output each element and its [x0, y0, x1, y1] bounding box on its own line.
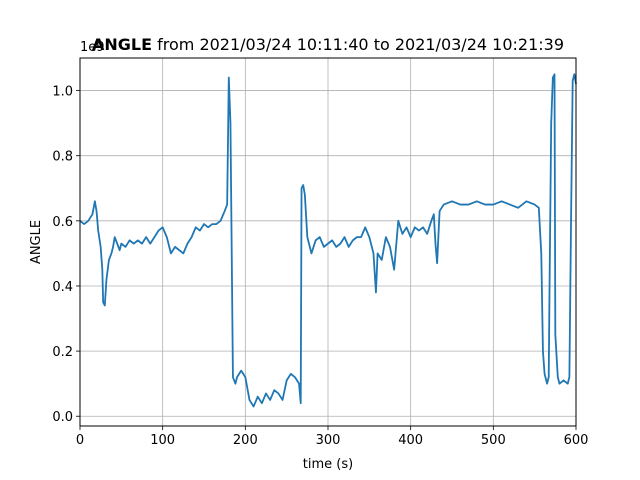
- chart-title-bold: ANGLE: [92, 35, 152, 54]
- grid: [79, 58, 577, 426]
- y-tick-label-3: 0.6: [52, 215, 73, 230]
- x-tick-label-1: 100: [150, 433, 175, 448]
- x-tick-label-5: 500: [481, 433, 506, 448]
- y-tick-label-5: 1.0: [52, 85, 73, 100]
- x-axis-label: time (s): [303, 457, 353, 472]
- x-tick-label-3: 300: [316, 433, 341, 448]
- y-tick-label-4: 0.8: [52, 150, 73, 165]
- chart-title-rest: from 2021/03/24 10:11:40 to 2021/03/24 1…: [152, 35, 564, 54]
- x-tick-label-0: 0: [76, 433, 84, 448]
- y-tick-label-2: 0.4: [52, 280, 73, 295]
- plot-data: [79, 73, 577, 408]
- axis-ticks: 0 100 200 300 400 500 600 0.0 0.2 0.4 0.6 0.8 1.0: [52, 85, 588, 448]
- chart-title: ANGLE from 2021/03/24 10:11:40 to 2021/0…: [92, 35, 564, 54]
- x-tick-label-4: 400: [398, 433, 423, 448]
- y-axis-label: ANGLE: [29, 220, 44, 264]
- y-offset-label: 1e9: [80, 40, 105, 55]
- x-tick-label-2: 200: [233, 433, 258, 448]
- x-tick-label-6: 600: [564, 433, 589, 448]
- series-line-0: [79, 73, 577, 408]
- y-tick-label-1: 0.2: [52, 345, 73, 360]
- y-tick-label-0: 0.0: [52, 410, 73, 425]
